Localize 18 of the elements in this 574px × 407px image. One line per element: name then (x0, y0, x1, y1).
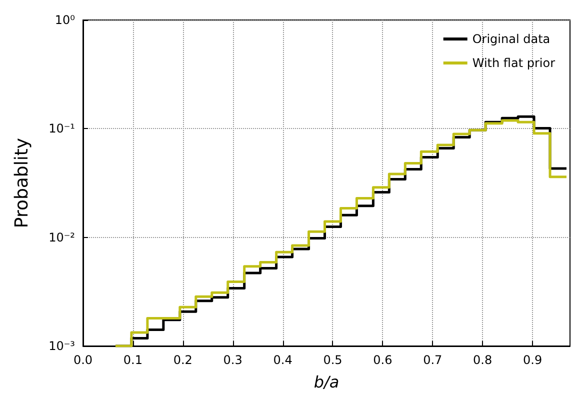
x-tick-label: 0.4 (273, 353, 292, 367)
y-tick-label: 10⁰ (54, 13, 76, 27)
x-tick-label: 0.5 (323, 353, 342, 367)
x-tick-label: 0.3 (223, 353, 242, 367)
x-axis-title: b/a (314, 372, 340, 392)
x-tick-label: 0.2 (173, 353, 192, 367)
x-tick-label: 0.6 (373, 353, 392, 367)
y-tick-label: 10⁻¹ (48, 122, 76, 136)
y-tick-label: 10⁻² (48, 230, 76, 244)
x-tick-label: 0.1 (123, 353, 142, 367)
y-tick-label: 10⁻³ (48, 339, 76, 353)
x-tick-label: 0.8 (473, 353, 492, 367)
legend-label: With flat prior (472, 56, 556, 70)
legend-label: Original data (472, 32, 550, 46)
x-tick-label: 0.0 (73, 353, 93, 367)
y-axis-title: Probablity (12, 138, 32, 228)
x-tick-label: 0.7 (423, 353, 442, 367)
x-tick-label: 0.9 (522, 353, 542, 367)
